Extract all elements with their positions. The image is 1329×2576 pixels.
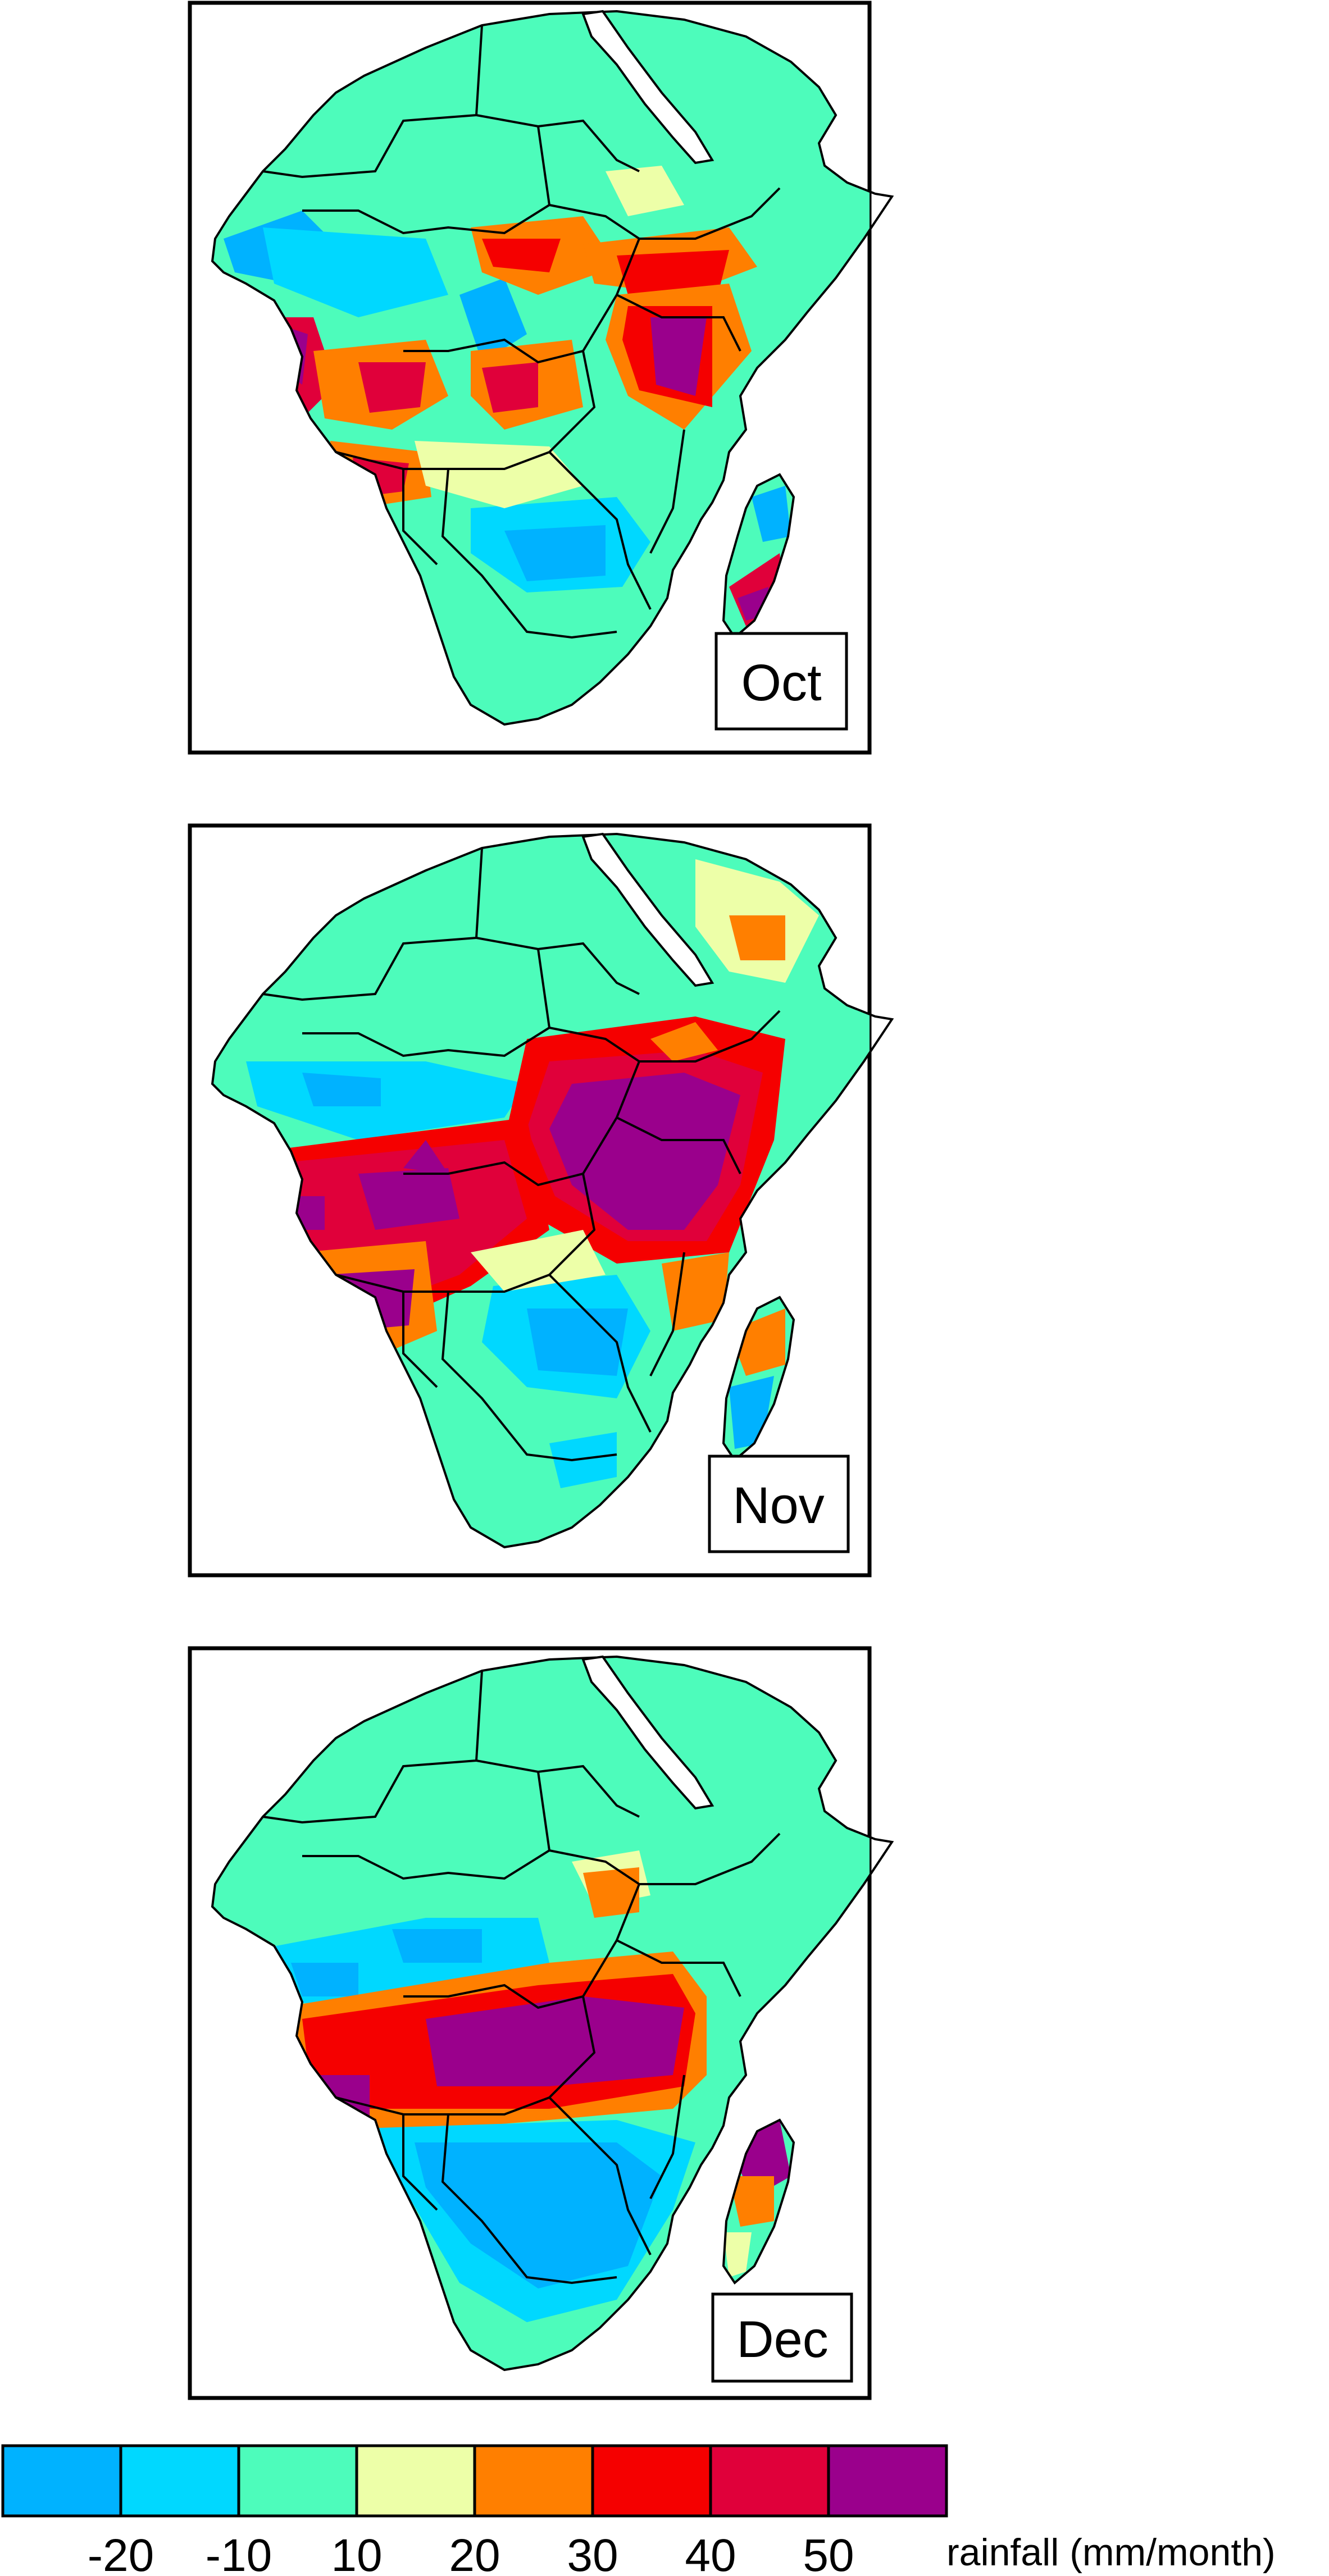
colorbar-tick-label: -20 bbox=[88, 2530, 154, 2576]
colorbar-bin bbox=[119, 2444, 240, 2518]
map-panel-dec: Dec bbox=[188, 1646, 893, 2400]
colorbar-bin bbox=[237, 2444, 358, 2518]
colorbar-tick-labels: -20 -10 10 20 30 40 50 bbox=[88, 2530, 854, 2576]
colorbar-bin bbox=[355, 2444, 476, 2518]
colorbar-bin bbox=[1, 2444, 122, 2518]
colorbar-tick-label: -10 bbox=[206, 2530, 272, 2576]
colorbar-tick-label: 30 bbox=[567, 2530, 618, 2576]
country-borders bbox=[211, 1656, 893, 2371]
colorbar-legend: rainfall (mm/month) -20 -10 10 20 30 40 50 bbox=[1, 2444, 1276, 2576]
colorbar-bin bbox=[473, 2444, 594, 2518]
panel-label: Nov bbox=[732, 1477, 825, 1534]
panel-label-box: Oct bbox=[714, 632, 848, 731]
panel-label: Oct bbox=[741, 654, 821, 712]
country-borders bbox=[211, 10, 893, 726]
panel-label-box: Nov bbox=[708, 1455, 850, 1553]
map-panel-nov: Nov bbox=[188, 823, 893, 1577]
colorbar-tick-label: 40 bbox=[685, 2530, 736, 2576]
panel-label-box: Dec bbox=[711, 2292, 853, 2383]
colorbar-bin bbox=[709, 2444, 830, 2518]
colorbar-title: rainfall (mm/month) bbox=[946, 2531, 1276, 2574]
colorbar bbox=[1, 2444, 948, 2518]
colorbar-tick-label: 20 bbox=[449, 2530, 500, 2576]
colorbar-bin bbox=[827, 2444, 948, 2518]
country-borders bbox=[211, 833, 893, 1548]
colorbar-tick-label: 50 bbox=[803, 2530, 854, 2576]
panel-label: Dec bbox=[736, 2311, 829, 2368]
map-panel-oct: Oct bbox=[188, 1, 893, 755]
colorbar-bin bbox=[591, 2444, 712, 2518]
colorbar-tick-label: 10 bbox=[331, 2530, 382, 2576]
